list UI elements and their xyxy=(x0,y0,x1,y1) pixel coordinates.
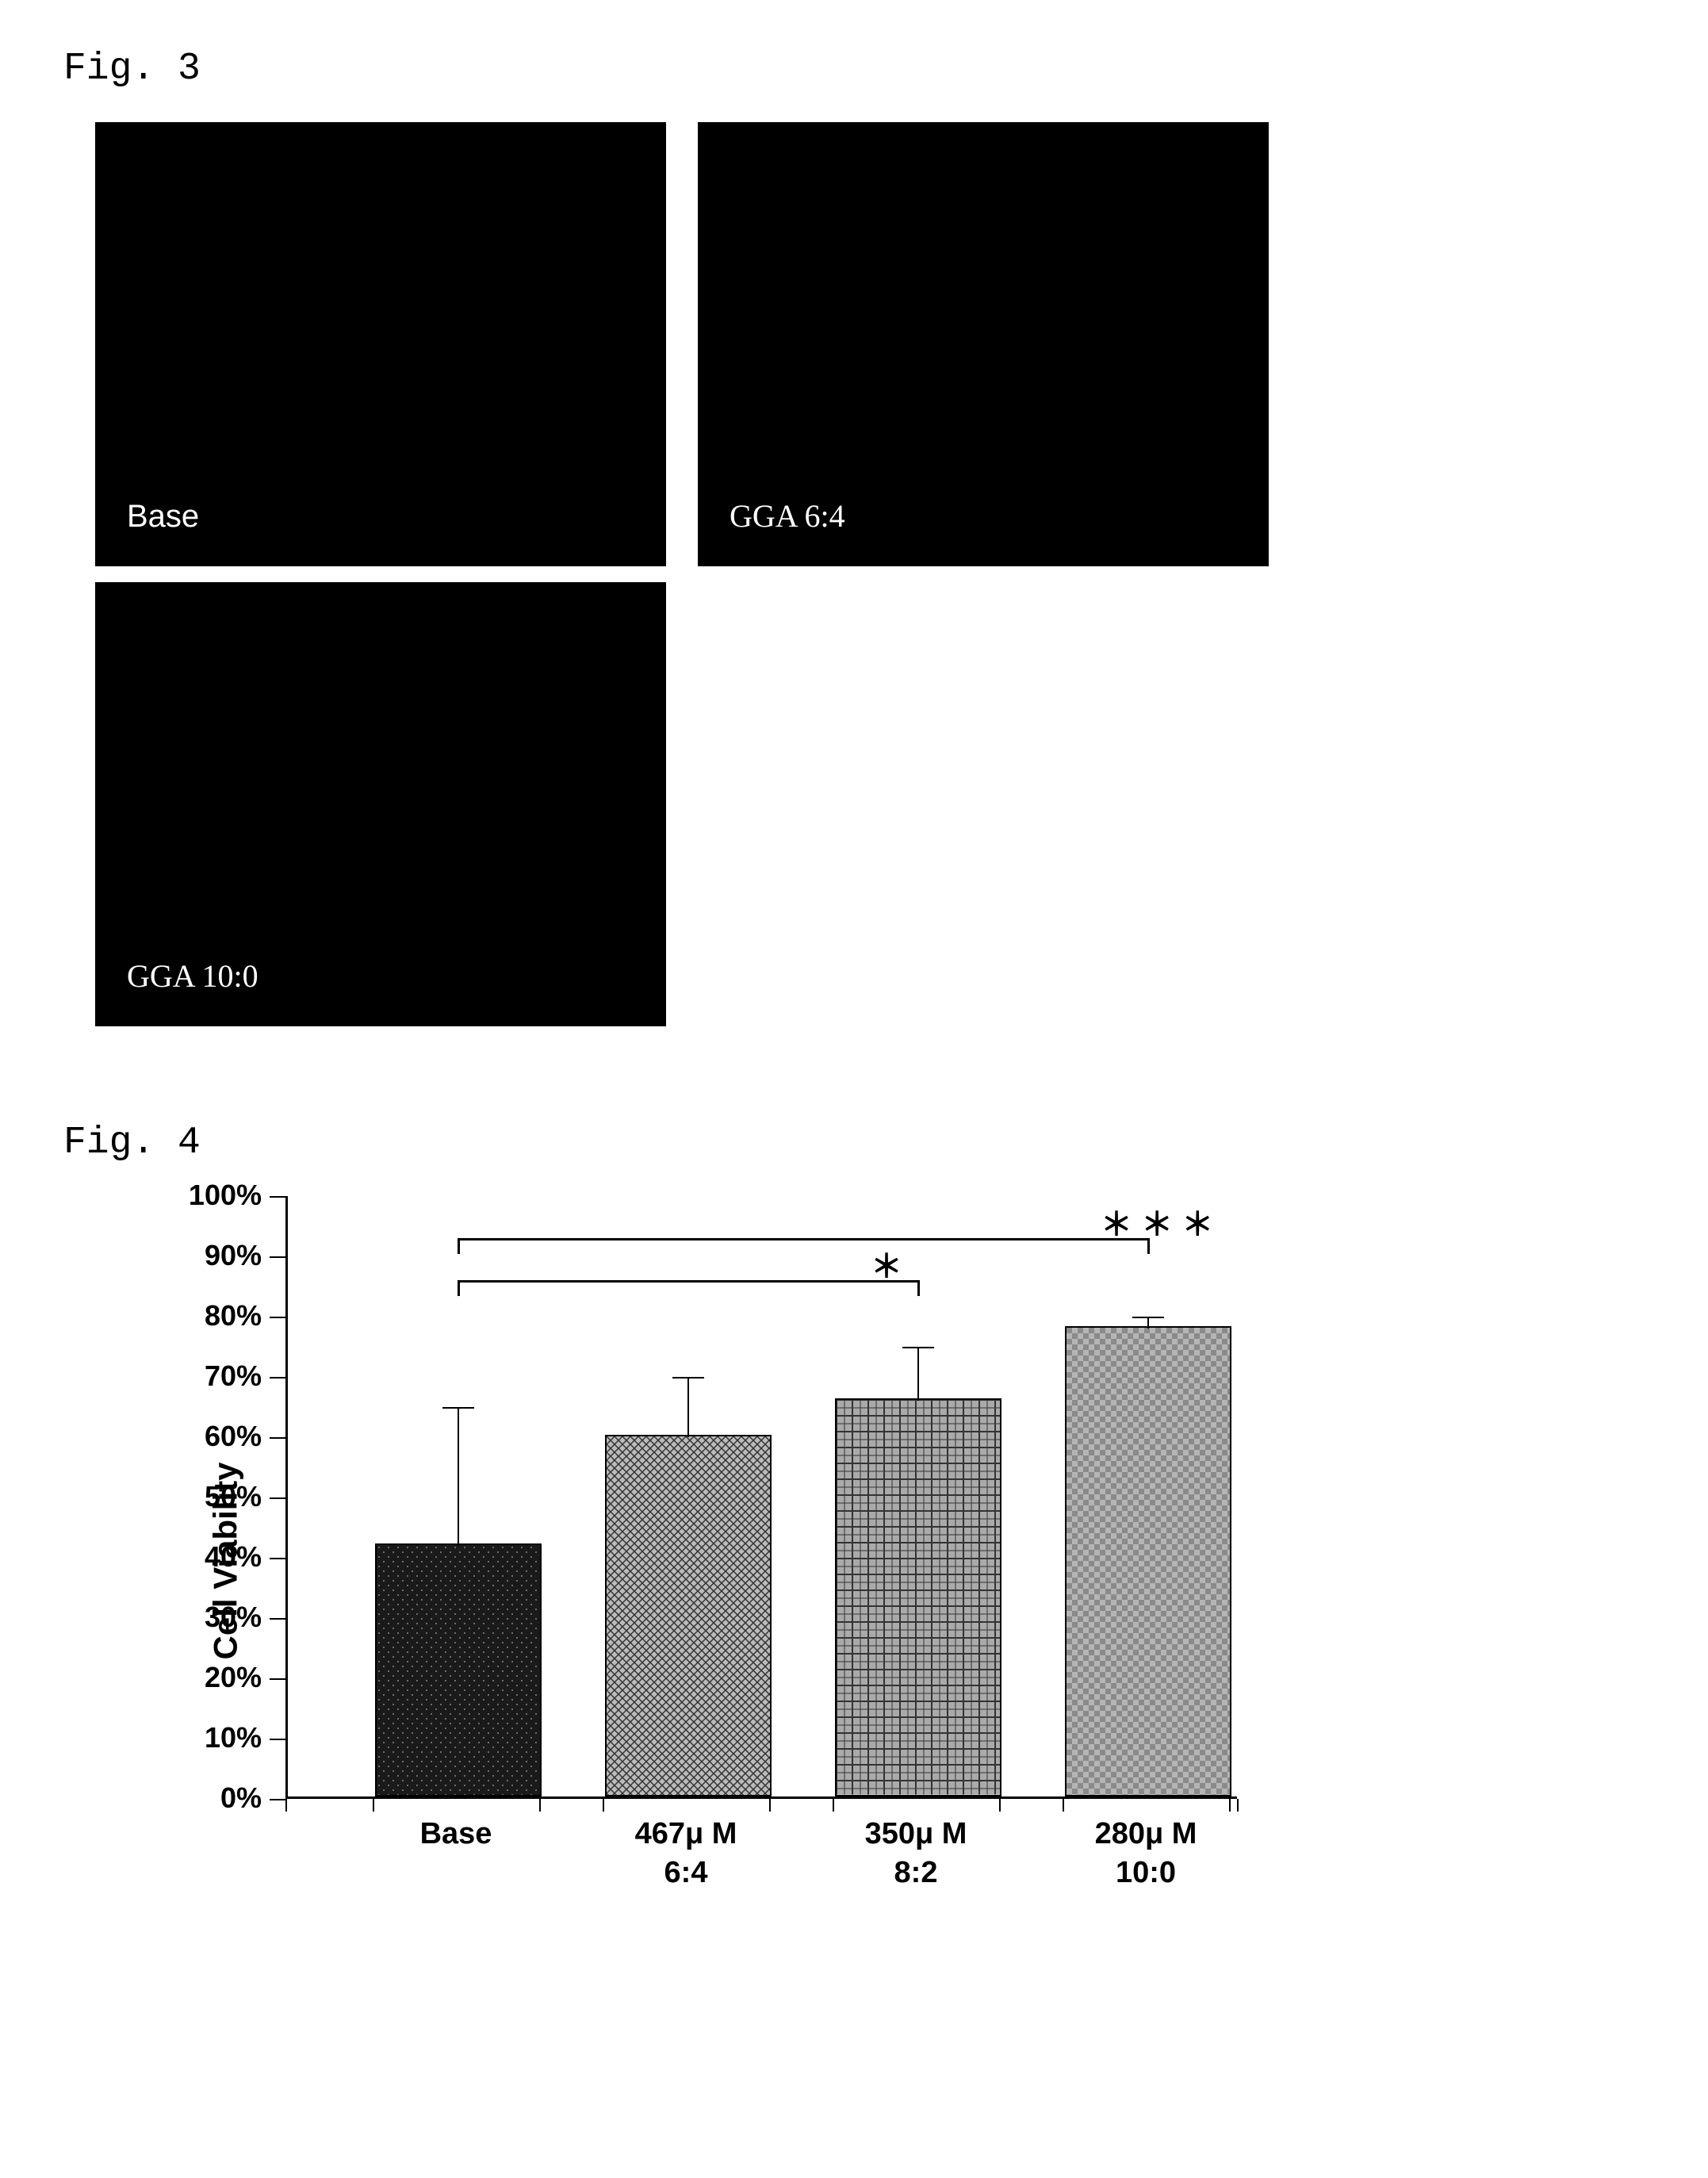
error-bar xyxy=(1147,1317,1149,1329)
significance-label: ＊ xyxy=(871,1240,902,1286)
bar xyxy=(835,1398,1001,1796)
y-tick-label: 20% xyxy=(159,1661,262,1694)
y-tick xyxy=(270,1558,285,1559)
panel-base: Base xyxy=(95,122,666,566)
significance-tick xyxy=(458,1280,460,1296)
error-cap xyxy=(902,1347,934,1348)
bar xyxy=(1065,1326,1231,1796)
x-tick xyxy=(373,1799,374,1812)
y-tick xyxy=(270,1739,285,1740)
error-bar xyxy=(687,1377,689,1437)
y-tick-label: 0% xyxy=(159,1781,262,1815)
figure-3-row-2: GGA 10:0 xyxy=(95,582,1645,1026)
y-tick-label: 60% xyxy=(159,1420,262,1453)
x-tick xyxy=(999,1799,1001,1812)
y-tick xyxy=(270,1256,285,1258)
panel-caption-gga-10-0: GGA 10:0 xyxy=(127,957,258,995)
bar xyxy=(605,1435,772,1796)
error-cap xyxy=(442,1407,474,1409)
y-tick-label: 80% xyxy=(159,1299,262,1332)
bars-layer: ＊ ＊ ＊ ＊ xyxy=(288,1196,1237,1796)
x-label: 350μ M8:2 xyxy=(813,1815,1019,1893)
y-tick-label: 100% xyxy=(159,1179,262,1212)
panel-caption-gga-6-4: GGA 6:4 xyxy=(730,497,845,535)
x-tick xyxy=(603,1799,604,1812)
y-tick-label: 70% xyxy=(159,1359,262,1393)
x-tick xyxy=(285,1799,287,1812)
x-tick xyxy=(769,1799,771,1812)
y-tick-label: 30% xyxy=(159,1601,262,1634)
panel-caption-base: Base xyxy=(127,499,199,535)
y-tick xyxy=(270,1377,285,1379)
significance-tick xyxy=(917,1280,920,1296)
error-bar xyxy=(458,1407,459,1546)
x-tick xyxy=(539,1799,541,1812)
plot-area: ＊ ＊ ＊ ＊ xyxy=(285,1196,1237,1799)
figure-3-grid: Base GGA 6:4 GGA 10:0 xyxy=(95,122,1645,1026)
x-label: 467μ M6:4 xyxy=(583,1815,789,1893)
figure-4-label: Fig. 4 xyxy=(63,1122,1645,1164)
x-label: Base xyxy=(353,1815,559,1854)
x-tick xyxy=(1237,1799,1239,1812)
y-tick xyxy=(270,1618,285,1620)
x-tick xyxy=(1063,1799,1064,1812)
y-tick xyxy=(270,1317,285,1318)
y-tick-label: 10% xyxy=(159,1721,262,1754)
bar xyxy=(375,1543,542,1796)
error-cap xyxy=(672,1377,704,1379)
error-cap xyxy=(1132,1317,1164,1318)
y-tick xyxy=(270,1437,285,1439)
x-tick xyxy=(1229,1799,1231,1812)
x-tick xyxy=(833,1799,834,1812)
y-tick-label: 50% xyxy=(159,1480,262,1513)
significance-line xyxy=(458,1280,918,1283)
error-bar xyxy=(917,1347,919,1401)
y-tick xyxy=(270,1678,285,1680)
y-tick-label: 40% xyxy=(159,1540,262,1574)
panel-gga-10-0: GGA 10:0 xyxy=(95,582,666,1026)
cell-viability-chart: Cell Viability xyxy=(159,1196,1285,1926)
significance-tick xyxy=(458,1238,460,1254)
y-tick xyxy=(270,1497,285,1499)
figure-3-row-1: Base GGA 6:4 xyxy=(95,122,1645,566)
y-tick-label: 90% xyxy=(159,1239,262,1272)
significance-label: ＊ ＊ ＊ xyxy=(1101,1198,1213,1244)
chart-container: Cell Viability xyxy=(159,1196,1645,1926)
y-tick xyxy=(270,1196,285,1198)
x-label: 280μ M10:0 xyxy=(1043,1815,1249,1893)
panel-gga-6-4: GGA 6:4 xyxy=(698,122,1269,566)
significance-line xyxy=(458,1238,1148,1240)
figure-3-label: Fig. 3 xyxy=(63,48,1645,90)
y-tick xyxy=(270,1799,285,1800)
